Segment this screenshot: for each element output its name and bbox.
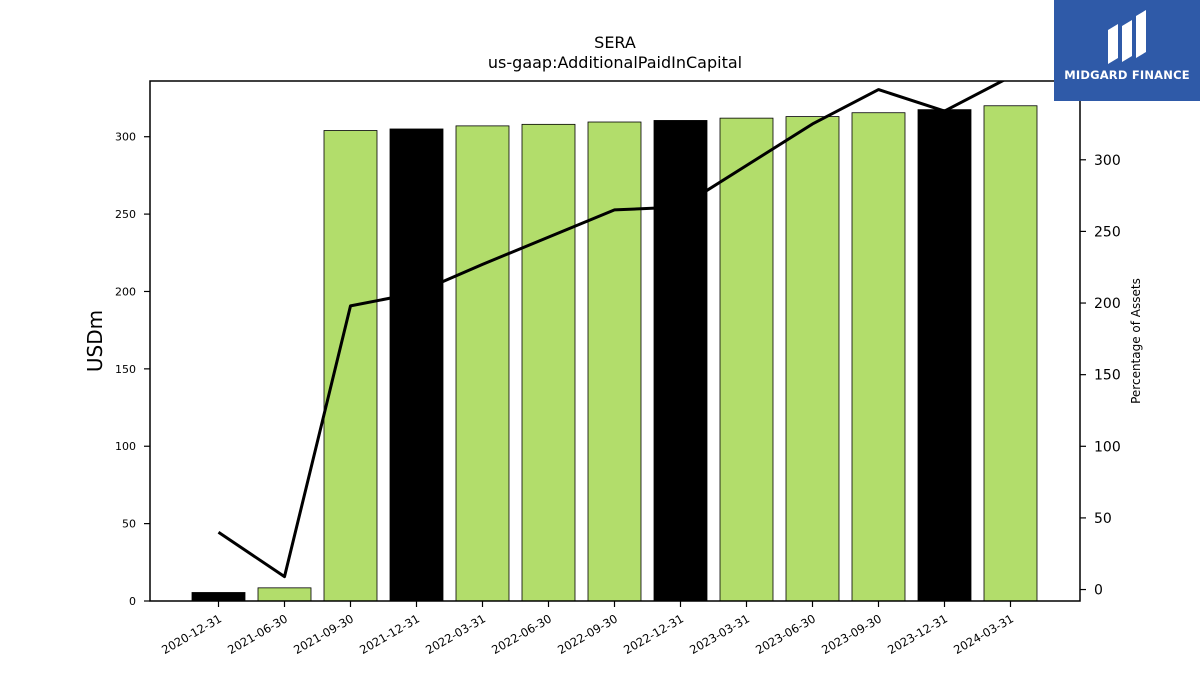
right-axis: 0 50 100 150 200 250 300 [1080,153,1121,599]
x-tick-label: 2022-09-30 [555,611,620,657]
x-axis: 2020-12-31 2021-06-30 2021-09-30 2021-12-31… [159,601,1016,657]
bar-2023-09-30 [851,112,906,602]
line-layer [217,81,1006,579]
bar-2022-09-30 [587,121,642,602]
bar-2020-12-31 [191,592,246,602]
left-axis: 0 50 100 150 200 250 300 [115,131,150,608]
x-tick-label: 2023-12-31 [885,611,950,657]
x-tick-label: 2020-12-31 [159,611,224,657]
x-tick-label: 2022-03-31 [423,611,488,657]
bar-2023-12-31 [917,109,972,602]
x-tick-label: 2021-09-30 [291,611,356,657]
bar-2021-09-30 [323,130,378,602]
left-tick-label: 200 [115,285,136,298]
left-tick-label: 0 [129,595,136,608]
left-tick-label: 50 [122,518,136,531]
chart-title: SERA [594,33,636,52]
right-tick-label: 300 [1094,153,1121,169]
bar-2021-06-30 [257,587,312,602]
right-tick-label: 250 [1094,224,1121,240]
right-tick-label: 100 [1094,439,1121,455]
left-tick-label: 300 [115,131,136,144]
bar-2024-03-31 [983,105,1038,602]
percentage-line [217,81,1006,579]
left-tick-label: 250 [115,208,136,221]
bar-2021-12-31 [389,128,444,602]
x-tick-label: 2021-12-31 [357,611,422,657]
right-tick-label: 50 [1094,511,1112,527]
x-tick-label: 2023-09-30 [819,611,884,657]
y2-axis-label: Percentage of Assets [1129,278,1143,404]
right-tick-label: 0 [1094,583,1103,599]
x-tick-label: 2024-03-31 [951,611,1016,657]
midgard-finance-logo: MIDGARD FINANCE [1054,0,1200,101]
x-tick-label: 2023-03-31 [687,611,752,657]
x-tick-label: 2022-06-30 [489,611,554,657]
logo-mark-icon [1108,10,1146,64]
left-tick-label: 150 [115,363,136,376]
x-tick-label: 2023-06-30 [753,611,818,657]
bars [191,105,1038,602]
right-tick-label: 150 [1094,368,1121,384]
right-tick-label: 200 [1094,296,1121,312]
left-tick-label: 100 [115,440,136,453]
x-tick-label: 2021-06-30 [225,611,290,657]
bar-2023-06-30 [785,116,840,602]
y-axis-label: USDm [83,310,107,372]
bar-2022-06-30 [521,123,576,602]
bar-2022-12-31 [653,120,708,602]
x-tick-label: 2022-12-31 [621,611,686,657]
chart-subtitle: us-gaap:AdditionalPaidInCapital [488,53,742,72]
bar-2022-03-31 [455,125,510,602]
bar-2023-03-31 [719,117,774,602]
logo-text: MIDGARD FINANCE [1064,68,1190,82]
